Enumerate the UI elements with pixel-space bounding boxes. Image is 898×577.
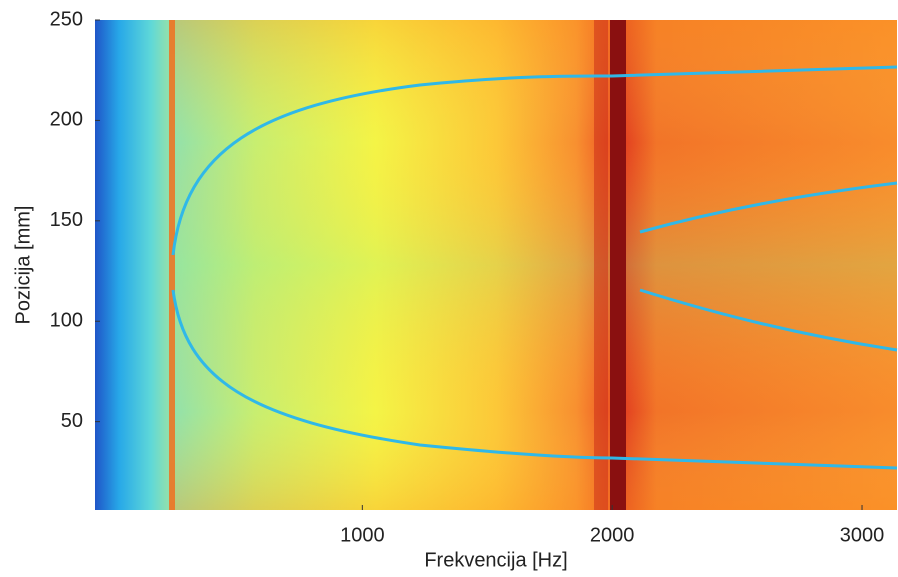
y-tick-label: 150: [50, 209, 83, 231]
x-tick-label: 2000: [590, 524, 635, 546]
y-tick-label: 100: [50, 310, 83, 332]
x-axis-label: Frekvencija [Hz]: [424, 549, 567, 571]
y-tick-label: 250: [50, 8, 83, 30]
heatmap-image: [95, 20, 898, 510]
y-axis-label: Pozicija [mm]: [12, 206, 34, 325]
x-tick-label: 1000: [340, 524, 385, 546]
y-tick-label: 50: [61, 410, 83, 432]
y-tick-label: 200: [50, 109, 83, 131]
x-tick-label: 3000: [840, 524, 885, 546]
